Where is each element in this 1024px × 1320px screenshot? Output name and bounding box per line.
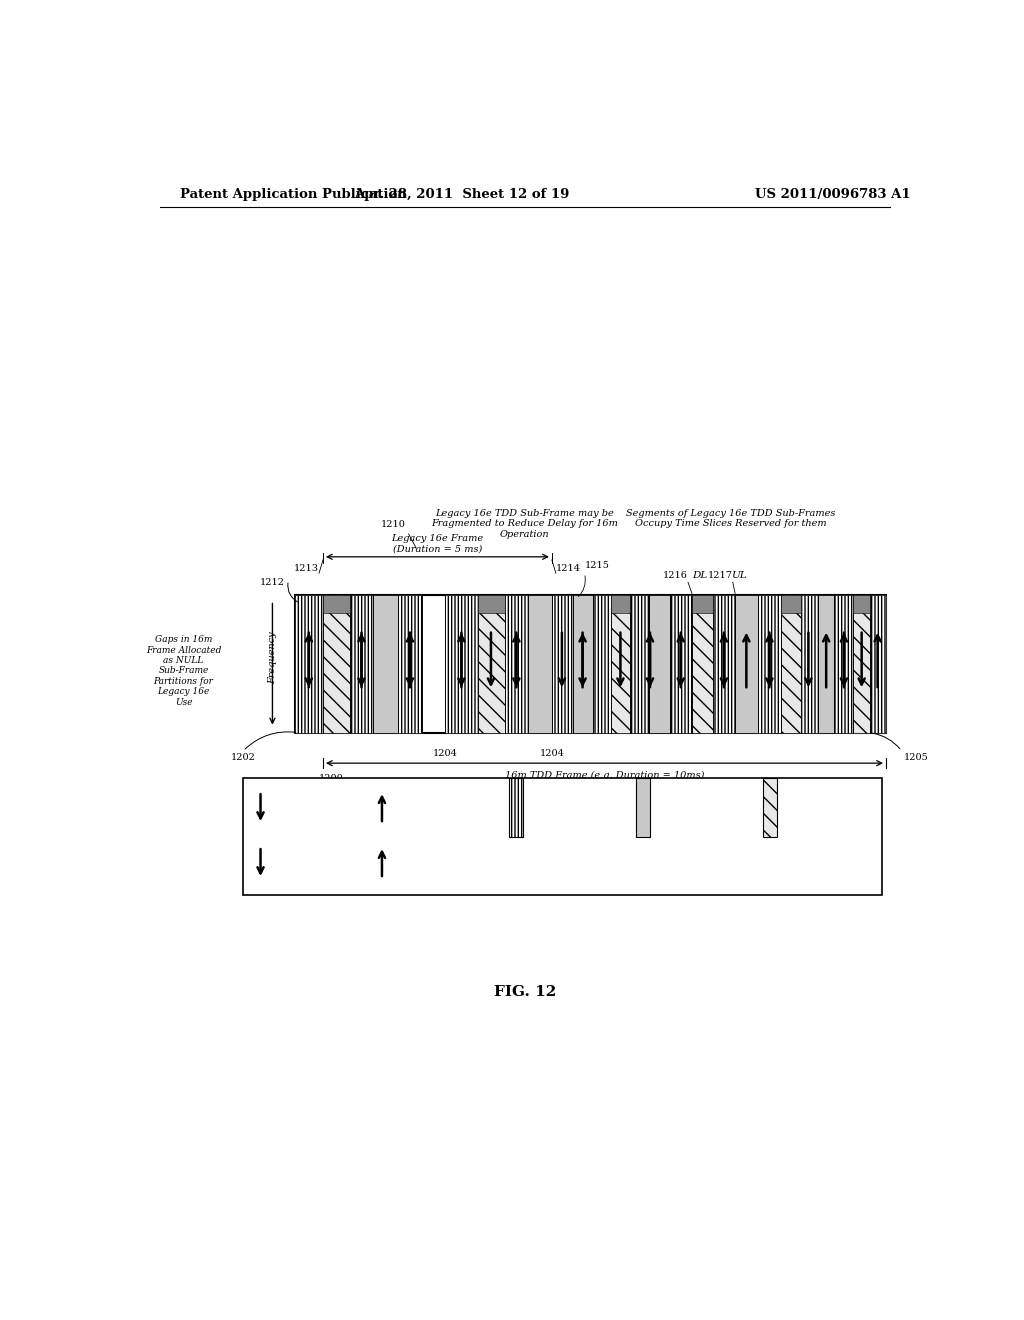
Bar (870, 595, 886, 733)
Text: Legacy 16m TDD
DL Subframe: Legacy 16m TDD DL Subframe (270, 853, 353, 873)
Text: Segments of Legacy 16e TDD Sub-Frames
Occupy Time Slices Reserved for them: Segments of Legacy 16e TDD Sub-Frames Oc… (627, 510, 836, 528)
Text: 16m UL
Subframe Partition: 16m UL Subframe Partition (391, 797, 483, 817)
Bar (323, 595, 349, 733)
Text: UL: UL (731, 572, 746, 581)
Bar (505, 595, 528, 733)
Bar (593, 595, 611, 733)
Text: 1217: 1217 (708, 572, 733, 581)
Text: Legacy 16m TDD
UL Subframe: Legacy 16m TDD UL Subframe (391, 853, 474, 873)
Text: Frequency: Frequency (268, 631, 276, 684)
Bar (611, 595, 630, 614)
Text: 16m
Frame Sync
and Control: 16m Frame Sync and Control (529, 793, 588, 822)
Bar (692, 595, 714, 733)
Bar (243, 779, 882, 895)
Text: Time: Time (584, 780, 608, 788)
Bar (670, 595, 692, 733)
Bar (714, 595, 735, 733)
Bar (636, 779, 650, 837)
Text: Patent Application Publication: Patent Application Publication (179, 189, 407, 202)
Bar (528, 595, 552, 733)
Text: 1213: 1213 (294, 564, 319, 573)
Text: Legacy 16e Frame
(Duration = 5 ms): Legacy 16e Frame (Duration = 5 ms) (391, 535, 483, 554)
Text: Legacy 16e TDD Sub-Frame may be
Fragmented to Reduce Delay for 16m
Operation: Legacy 16e TDD Sub-Frame may be Fragment… (431, 510, 618, 539)
Text: 1202: 1202 (230, 752, 256, 762)
Text: FIG. 12: FIG. 12 (494, 985, 556, 999)
Bar (611, 595, 630, 733)
Bar (780, 595, 801, 614)
Text: 1205: 1205 (903, 752, 928, 762)
Bar (853, 595, 870, 614)
Text: DL: DL (692, 572, 708, 581)
Text: 1216: 1216 (664, 572, 688, 581)
Bar (295, 595, 886, 733)
Bar (630, 595, 649, 733)
Text: 1215: 1215 (585, 561, 609, 570)
Bar (853, 595, 870, 733)
Text: Gaps in 16m
Frame Allocated
as NULL
Sub-Frame
Partitions for
Legacy 16e
Use: Gaps in 16m Frame Allocated as NULL Sub-… (145, 635, 221, 706)
Text: 1210: 1210 (381, 520, 406, 529)
Bar (758, 595, 780, 733)
Bar (780, 595, 801, 733)
Bar (349, 595, 374, 733)
Bar (835, 595, 853, 733)
Bar (818, 595, 835, 733)
Bar (552, 595, 572, 733)
Bar (509, 779, 523, 837)
Bar (763, 779, 777, 837)
Bar (445, 595, 478, 733)
Text: 1214: 1214 (556, 564, 581, 573)
Text: 1204: 1204 (433, 748, 458, 758)
Bar (572, 595, 593, 733)
Bar (478, 595, 505, 733)
Text: 16m TDD Frame (e.g. Duration = 10ms): 16m TDD Frame (e.g. Duration = 10ms) (505, 771, 705, 780)
Bar (374, 595, 398, 733)
Bar (478, 595, 505, 614)
Text: 16m DL
Subframe Partition: 16m DL Subframe Partition (270, 797, 361, 817)
Bar (323, 595, 349, 614)
Text: 1200: 1200 (318, 775, 343, 784)
Bar (295, 595, 323, 733)
Text: 1204: 1204 (540, 748, 564, 758)
Bar (398, 595, 422, 733)
Bar (692, 595, 714, 614)
Text: 1212: 1212 (260, 578, 285, 587)
Bar (735, 595, 758, 733)
Bar (649, 595, 670, 733)
Text: Legacy 16e TDD
Preamble & MAPs: Legacy 16e TDD Preamble & MAPs (783, 797, 871, 817)
Text: US 2011/0096783 A1: US 2011/0096783 A1 (755, 189, 910, 202)
Text: Apr. 28, 2011  Sheet 12 of 19: Apr. 28, 2011 Sheet 12 of 19 (353, 189, 569, 202)
Text: 16m
Frame
Partition Control: 16m Frame Partition Control (656, 793, 737, 822)
Bar (801, 595, 818, 733)
